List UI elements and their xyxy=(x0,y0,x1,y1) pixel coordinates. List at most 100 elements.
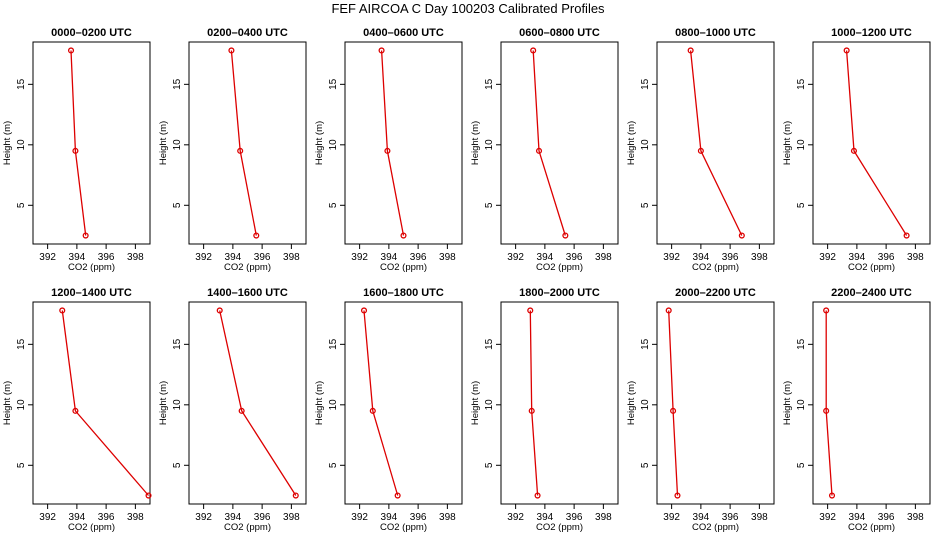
profile-point xyxy=(528,407,535,414)
x-tick-label: 394 xyxy=(225,512,242,523)
profile-line xyxy=(219,310,297,496)
x-tick-label: 398 xyxy=(127,252,144,263)
y-tick-label: 15 xyxy=(796,338,807,350)
x-tick-label: 398 xyxy=(907,252,924,263)
panel-title: 0000–0200 UTC xyxy=(51,27,132,39)
x-tick-label: 392 xyxy=(195,512,212,523)
x-tick-label: 396 xyxy=(722,252,739,263)
x-tick-label: 396 xyxy=(878,252,895,263)
y-tick-label: 15 xyxy=(796,78,807,90)
x-axis-label: CO2 (ppm) xyxy=(692,262,739,273)
y-axis-label: Height (m) xyxy=(626,381,637,425)
profile-line xyxy=(230,50,257,236)
y-tick-label: 15 xyxy=(172,78,183,90)
profile-point xyxy=(674,492,681,499)
plot-frame xyxy=(812,301,931,505)
y-tick-label: 15 xyxy=(16,78,27,90)
profile-panel: 0600–0800 UTC 392 394 396 398 5 10 15 CO2 (ppm) H… xyxy=(470,27,619,273)
x-tick-label: 396 xyxy=(410,512,427,523)
y-axis-label: Height (m) xyxy=(158,381,169,425)
x-tick-label: 392 xyxy=(39,252,56,263)
plot-frame xyxy=(344,301,463,505)
profile-point xyxy=(828,492,836,499)
panel-title: 1600–1800 UTC xyxy=(363,287,444,299)
y-tick-label: 5 xyxy=(484,462,495,468)
panel-title: 1800–2000 UTC xyxy=(519,287,600,299)
y-tick-label: 10 xyxy=(16,139,27,151)
x-tick-label: 394 xyxy=(225,252,242,263)
x-tick-label: 392 xyxy=(663,252,680,263)
x-tick-label: 398 xyxy=(439,512,456,523)
plot-frame xyxy=(188,301,307,505)
profile-panel: 1600–1800 UTC 392 394 396 398 5 10 15 CO2 (ppm) H… xyxy=(314,287,463,533)
y-tick-label: 10 xyxy=(172,139,183,151)
profile-line xyxy=(532,50,566,236)
y-tick-label: 15 xyxy=(640,338,651,350)
profile-point xyxy=(562,232,569,239)
x-tick-label: 396 xyxy=(254,512,271,523)
x-tick-label: 398 xyxy=(439,252,456,263)
profile-point xyxy=(823,307,830,314)
profile-point xyxy=(670,407,677,414)
panel-title: 1000–1200 UTC xyxy=(831,27,912,39)
profile-panel: 0400–0600 UTC 392 394 396 398 5 10 15 CO2 (ppm) H… xyxy=(314,27,463,273)
plot-frame xyxy=(500,301,619,505)
y-tick-label: 10 xyxy=(796,399,807,411)
profile-panel: 1400–1600 UTC 392 394 396 398 5 10 15 CO2 (ppm) H… xyxy=(158,287,307,533)
profile-point xyxy=(292,492,299,499)
x-tick-label: 392 xyxy=(351,252,368,263)
x-tick-label: 398 xyxy=(751,512,768,523)
y-tick-label: 5 xyxy=(328,202,339,208)
x-tick-label: 398 xyxy=(595,512,612,523)
y-tick-label: 15 xyxy=(16,338,27,350)
figure-title: FEF AIRCOA C Day 100203 Calibrated Profi… xyxy=(331,1,605,16)
y-tick-label: 5 xyxy=(796,202,807,208)
profile-point xyxy=(369,407,376,414)
x-axis-label: CO2 (ppm) xyxy=(848,522,895,533)
y-tick-label: 15 xyxy=(328,78,339,90)
x-tick-label: 392 xyxy=(819,252,836,263)
profile-point xyxy=(535,147,543,154)
y-axis-label: Height (m) xyxy=(782,381,793,425)
x-tick-label: 392 xyxy=(663,512,680,523)
profile-point xyxy=(697,147,704,154)
profile-line xyxy=(845,50,908,236)
profile-panel: 1000–1200 UTC 392 394 396 398 5 10 15 CO2 (ppm) H… xyxy=(782,27,931,273)
profile-point xyxy=(534,492,541,499)
y-axis-label: Height (m) xyxy=(314,381,325,425)
x-tick-label: 398 xyxy=(907,512,924,523)
x-tick-label: 396 xyxy=(878,512,895,523)
plot-frame xyxy=(32,41,151,245)
x-tick-label: 394 xyxy=(537,252,554,263)
profile-point xyxy=(59,307,66,314)
x-axis-label: CO2 (ppm) xyxy=(692,522,739,533)
x-tick-label: 396 xyxy=(98,512,115,523)
profile-line xyxy=(70,50,87,236)
y-tick-label: 5 xyxy=(16,462,27,468)
y-tick-label: 10 xyxy=(172,399,183,411)
profile-point xyxy=(394,492,401,499)
panel-title: 0200–0400 UTC xyxy=(207,27,288,39)
y-axis-label: Height (m) xyxy=(158,121,169,165)
x-tick-label: 394 xyxy=(381,252,398,263)
profile-point xyxy=(384,147,391,154)
profile-point xyxy=(67,47,75,54)
profile-point xyxy=(72,147,79,154)
x-tick-label: 396 xyxy=(410,252,427,263)
plot-frame xyxy=(344,41,463,245)
profile-line xyxy=(380,50,405,236)
x-tick-label: 394 xyxy=(693,252,710,263)
y-axis-label: Height (m) xyxy=(2,121,13,165)
profile-point xyxy=(687,47,694,54)
x-tick-label: 392 xyxy=(39,512,56,523)
profile-point xyxy=(530,47,537,54)
profile-point xyxy=(253,232,260,239)
x-axis-label: CO2 (ppm) xyxy=(380,522,427,533)
profile-point xyxy=(850,147,857,154)
plot-frame xyxy=(656,301,775,505)
x-tick-label: 396 xyxy=(98,252,115,263)
x-tick-label: 394 xyxy=(381,512,398,523)
y-axis-label: Height (m) xyxy=(626,121,637,165)
profile-point xyxy=(237,147,244,154)
